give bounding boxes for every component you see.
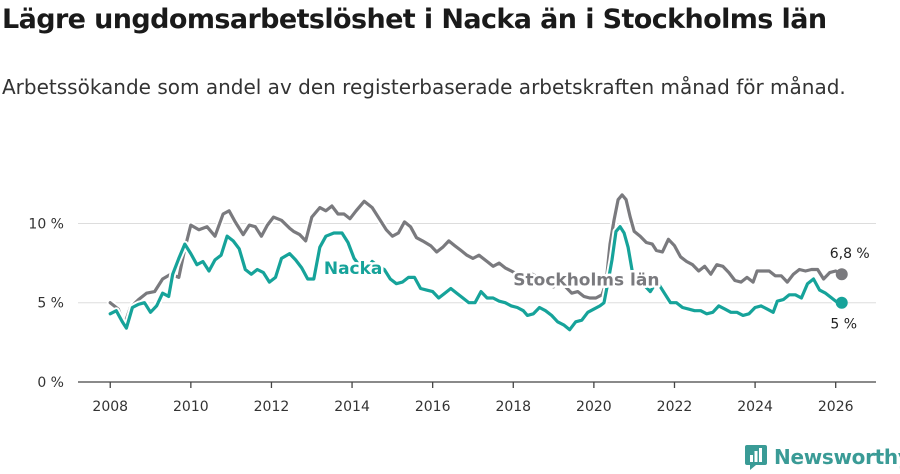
end-label-stockholms-lan: 6,8 %: [830, 246, 870, 262]
y-tick-label: 5 %: [37, 296, 64, 312]
x-tick-label: 2022: [657, 399, 693, 415]
series-line-nacka: [108, 225, 844, 332]
x-tick-label: 2026: [818, 399, 854, 415]
series-label-stockholms-lan: Stockholms län: [513, 270, 659, 290]
chart-subtitle: Arbetssökande som andel av den registerb…: [2, 75, 846, 99]
series-line-stockholms-lan: [108, 193, 844, 327]
y-tick-label: 0 %: [37, 375, 64, 391]
x-tick-label: 2010: [173, 399, 209, 415]
logo-text: Newsworthy: [774, 445, 900, 469]
x-tick-label: 2008: [92, 399, 128, 415]
x-tick-label: 2014: [334, 399, 370, 415]
end-point-nacka: [835, 296, 848, 309]
newsworthy-logo: Newsworthy: [744, 443, 900, 471]
x-tick-label: 2012: [254, 399, 290, 415]
x-tick-label: 2018: [495, 399, 531, 415]
label-layer: Stockholms län Nacka 6,8 % 5 %: [321, 244, 872, 336]
y-tick-label: 10 %: [28, 216, 64, 232]
series-label-nacka: Nacka: [324, 259, 383, 279]
x-tick-label: 2024: [737, 399, 773, 415]
bar-chart-icon: [745, 445, 767, 470]
axis-layer: 0 % 5 % 10 % 2008 2010 2012 2014 2016 2018 2020 20…: [28, 216, 876, 415]
series-layer: [106, 191, 848, 334]
x-tick-label: 2020: [576, 399, 612, 415]
end-label-nacka: 5 %: [830, 317, 857, 333]
chart-title: Lägre ungdomsarbetslöshet i Nacka än i S…: [2, 4, 827, 35]
end-point-stockholms-lan: [835, 268, 848, 281]
x-tick-label: 2016: [415, 399, 451, 415]
